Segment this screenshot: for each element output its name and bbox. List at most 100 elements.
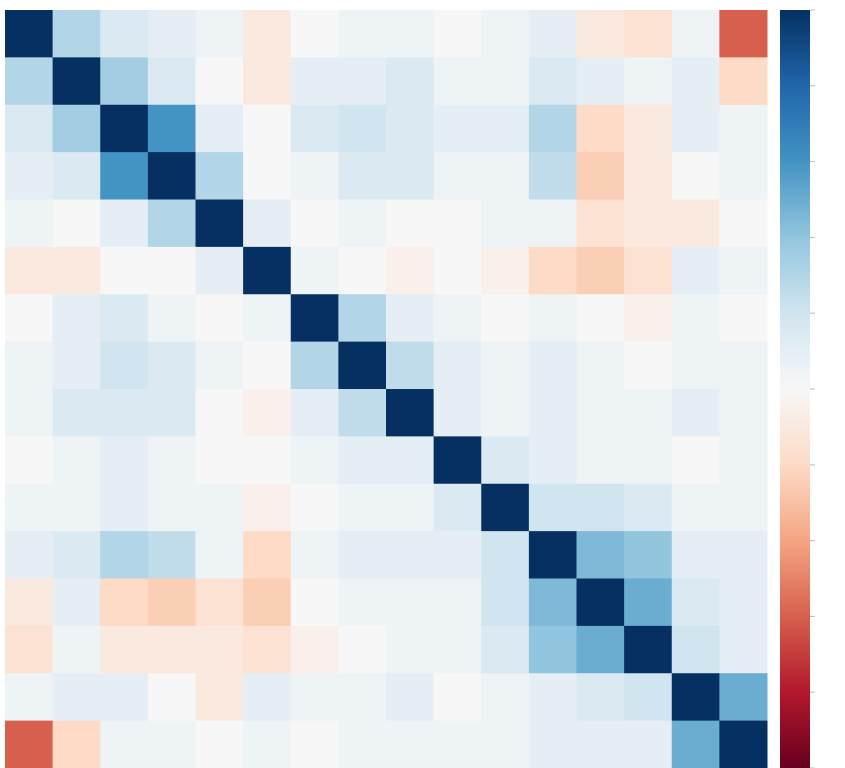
heatmap-cell <box>528 10 577 58</box>
heatmap-cell <box>290 673 339 722</box>
heatmap-cell <box>671 246 720 295</box>
heatmap-cell <box>433 246 482 295</box>
heatmap-cell <box>576 104 625 153</box>
heatmap-cell <box>290 341 339 390</box>
heatmap-cell <box>338 199 387 248</box>
heatmap-cell <box>243 531 292 579</box>
heatmap-cell <box>481 531 530 579</box>
heatmap-cell <box>481 152 530 200</box>
heatmap-cell <box>338 531 387 579</box>
heatmap-cell <box>147 57 196 106</box>
heatmap-cell <box>100 673 149 722</box>
heatmap-cell <box>338 720 387 768</box>
heatmap-cell <box>576 57 625 106</box>
heatmap-cell <box>719 625 768 674</box>
heatmap-cell <box>576 673 625 722</box>
heatmap-cell <box>386 436 435 485</box>
heatmap-cell <box>5 436 54 485</box>
heatmap-cell <box>52 10 101 58</box>
heatmap-cell <box>5 10 54 58</box>
heatmap-cell <box>100 436 149 485</box>
heatmap-cell <box>147 246 196 295</box>
heatmap-cell <box>671 389 720 437</box>
heatmap-cell <box>386 57 435 106</box>
heatmap-cell <box>576 199 625 248</box>
heatmap-cell <box>528 720 577 768</box>
heatmap-cell <box>624 294 673 343</box>
heatmap-cell <box>624 152 673 200</box>
heatmap-cell <box>195 483 244 532</box>
heatmap-cell <box>671 436 720 485</box>
heatmap-cell <box>338 578 387 627</box>
heatmap-cell <box>290 720 339 768</box>
heatmap-cell <box>433 436 482 485</box>
heatmap-cell <box>100 531 149 579</box>
heatmap-cell <box>386 531 435 579</box>
heatmap-cell <box>243 436 292 485</box>
heatmap-cell <box>52 104 101 153</box>
heatmap-cell <box>433 531 482 579</box>
heatmap-cell <box>52 341 101 390</box>
heatmap-cell <box>576 389 625 437</box>
heatmap-cell <box>5 294 54 343</box>
heatmap-cell <box>624 531 673 579</box>
heatmap-cell <box>481 57 530 106</box>
heatmap-cell <box>290 294 339 343</box>
heatmap-cell <box>719 389 768 437</box>
heatmap-cell <box>719 10 768 58</box>
heatmap-cell <box>481 341 530 390</box>
heatmap-cell <box>243 578 292 627</box>
heatmap-cell <box>338 389 387 437</box>
heatmap-cell <box>100 246 149 295</box>
heatmap-cell <box>100 341 149 390</box>
heatmap-cell <box>481 294 530 343</box>
heatmap-cell <box>433 625 482 674</box>
heatmap-cell <box>624 246 673 295</box>
heatmap-cell <box>195 720 244 768</box>
heatmap-cell <box>195 10 244 58</box>
heatmap-cell <box>195 341 244 390</box>
heatmap-cell <box>528 341 577 390</box>
heatmap-cell <box>147 199 196 248</box>
heatmap-cell <box>576 436 625 485</box>
heatmap-cell <box>528 104 577 153</box>
heatmap-cell <box>243 10 292 58</box>
heatmap-cell <box>528 625 577 674</box>
heatmap-cell <box>52 578 101 627</box>
heatmap-cell <box>100 152 149 200</box>
heatmap-cell <box>576 246 625 295</box>
heatmap-cell <box>719 199 768 248</box>
heatmap-cell <box>147 531 196 579</box>
heatmap-cell <box>433 389 482 437</box>
colorbar <box>780 10 810 768</box>
heatmap-cell <box>338 57 387 106</box>
heatmap-cell <box>5 57 54 106</box>
heatmap-cell <box>624 57 673 106</box>
heatmap-cell <box>719 673 768 722</box>
heatmap-cell <box>671 531 720 579</box>
heatmap-cell <box>100 389 149 437</box>
heatmap-cell <box>386 625 435 674</box>
heatmap-cell <box>386 199 435 248</box>
heatmap-cell <box>433 57 482 106</box>
heatmap-cell <box>290 436 339 485</box>
heatmap-cell <box>671 483 720 532</box>
heatmap-cell <box>338 104 387 153</box>
heatmap-cell <box>338 341 387 390</box>
heatmap-cell <box>52 625 101 674</box>
heatmap-cell <box>5 152 54 200</box>
heatmap-cell <box>5 104 54 153</box>
heatmap-cell <box>195 531 244 579</box>
heatmap-cell <box>386 578 435 627</box>
heatmap-cell <box>528 483 577 532</box>
heatmap-cell <box>5 341 54 390</box>
heatmap-cell <box>528 294 577 343</box>
heatmap-cell <box>5 720 54 768</box>
heatmap-cell <box>433 673 482 722</box>
heatmap-cell <box>243 294 292 343</box>
heatmap-cell <box>290 578 339 627</box>
heatmap-cell <box>624 199 673 248</box>
heatmap-cell <box>528 673 577 722</box>
heatmap-cell <box>576 578 625 627</box>
heatmap-cell <box>100 10 149 58</box>
